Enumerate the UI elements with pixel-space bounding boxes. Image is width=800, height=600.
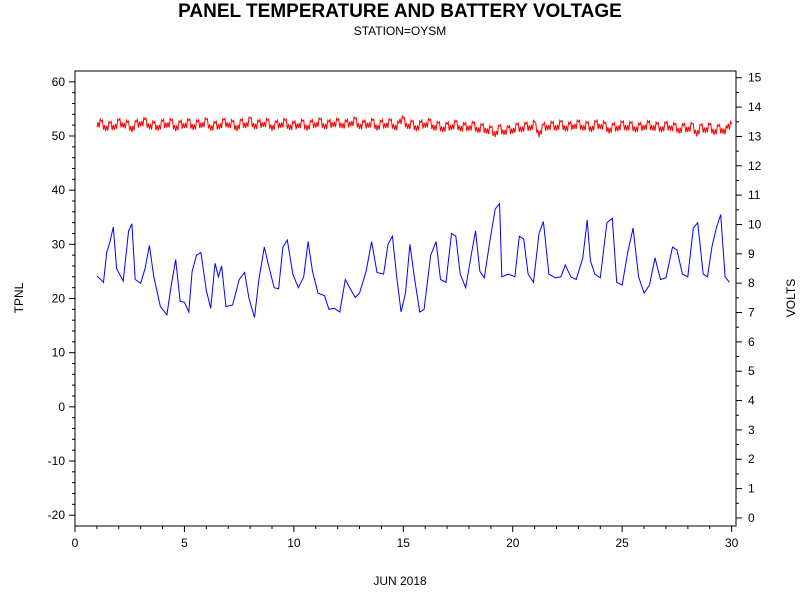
x-tick-label: 10 bbox=[287, 536, 301, 550]
x-axis-label: JUN 2018 bbox=[373, 574, 427, 588]
y-right-tick-label: 11 bbox=[748, 188, 761, 202]
series-layer bbox=[96, 114, 733, 318]
y-right-tick-label: 2 bbox=[748, 452, 755, 466]
series-line-volts bbox=[96, 114, 733, 138]
series-line-tpnl bbox=[96, 202, 730, 318]
x-tick-label: 15 bbox=[397, 536, 411, 550]
y-right-tick-label: 10 bbox=[748, 217, 762, 231]
y-right-tick-label: 13 bbox=[748, 129, 762, 143]
y-right-tick-label: 12 bbox=[748, 159, 762, 173]
y-left-tick-label: 0 bbox=[58, 400, 65, 414]
y-left-tick-label: 50 bbox=[52, 129, 66, 143]
y-right-tick-label: 5 bbox=[748, 364, 755, 378]
y-left-tick-label: 40 bbox=[52, 183, 66, 197]
x-axis: 0 5 10 15 20 25 30 bbox=[72, 526, 739, 550]
chart-subtitle: STATION=OYSM bbox=[354, 24, 447, 38]
y-left-tick-label: 30 bbox=[52, 237, 66, 251]
y-right-tick-label: 15 bbox=[748, 71, 762, 85]
y-left-tick-label: 60 bbox=[52, 75, 66, 89]
x-tick-label: 30 bbox=[725, 536, 739, 550]
y-right-tick-label: 1 bbox=[748, 482, 755, 496]
y-right-tick-label: 7 bbox=[748, 306, 755, 320]
y-left-axis: -20 -10 0 10 20 30 40 50 60 bbox=[48, 75, 75, 522]
y-left-tick-label: -20 bbox=[48, 508, 66, 522]
y-left-tick-label: 20 bbox=[52, 292, 66, 306]
y-right-axis-label: VOLTS bbox=[784, 279, 798, 317]
y-left-tick-label: -10 bbox=[48, 454, 66, 468]
x-tick-label: 25 bbox=[616, 536, 630, 550]
x-tick-label: 5 bbox=[181, 536, 188, 550]
y-left-tick-label: 10 bbox=[52, 346, 66, 360]
y-right-tick-label: 4 bbox=[748, 394, 755, 408]
chart-title: PANEL TEMPERATURE AND BATTERY VOLTAGE bbox=[178, 1, 622, 22]
y-right-tick-label: 8 bbox=[748, 276, 755, 290]
y-right-tick-label: 3 bbox=[748, 423, 755, 437]
y-left-axis-label: TPNL bbox=[12, 282, 26, 313]
x-tick-label: 0 bbox=[72, 536, 79, 550]
plot-frame bbox=[74, 70, 737, 527]
y-right-tick-label: 9 bbox=[748, 247, 755, 261]
y-right-tick-label: 14 bbox=[748, 100, 762, 114]
x-tick-label: 20 bbox=[506, 536, 520, 550]
y-right-tick-label: 6 bbox=[748, 335, 755, 349]
y-right-tick-label: 0 bbox=[748, 511, 755, 525]
